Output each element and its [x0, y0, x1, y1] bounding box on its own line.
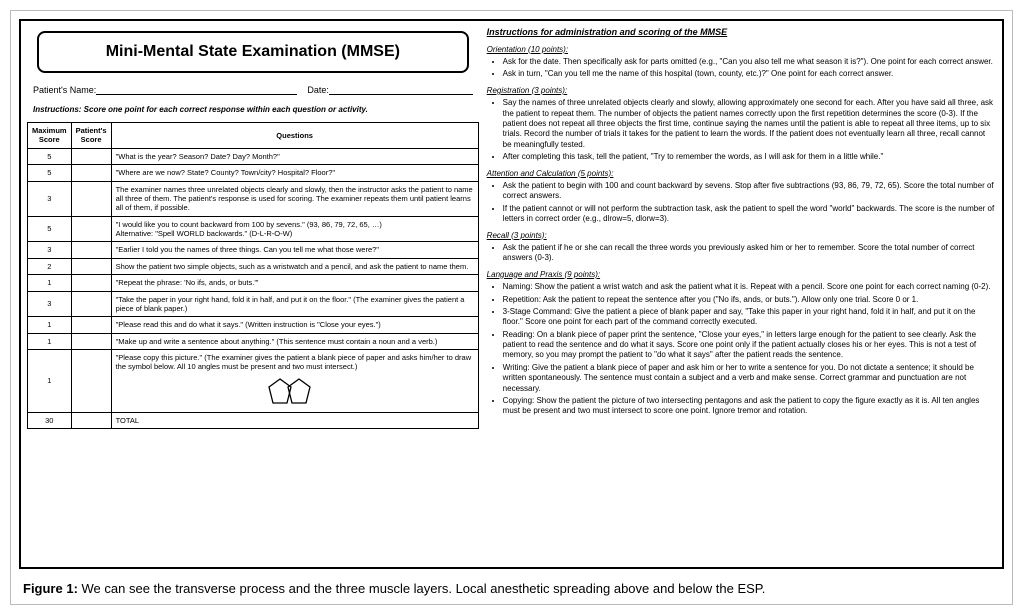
table-row: 5 "Where are we now? State? County? Town/…: [28, 165, 479, 181]
question-cell: "Take the paper in your right hand, fold…: [111, 291, 478, 317]
table-row: 3 "Take the paper in your right hand, fol…: [28, 291, 479, 317]
section-list: Say the names of three unrelated objects…: [487, 98, 996, 162]
list-item: Ask the patient if he or she can recall …: [503, 243, 996, 264]
patient-score-cell: [71, 216, 111, 242]
max-score-cell: 5: [28, 148, 72, 164]
caption-label: Figure 1:: [23, 581, 78, 596]
list-item: Repetition: Ask the patient to repeat th…: [503, 295, 996, 305]
section-list: Naming: Show the patient a wrist watch a…: [487, 282, 996, 417]
section-list: Ask for the date. Then specifically ask …: [487, 57, 996, 80]
list-item: If the patient cannot or will not perfor…: [503, 204, 996, 225]
patient-score-cell: [71, 165, 111, 181]
question-cell: The examiner names three unrelated objec…: [111, 181, 478, 216]
instructions-main-title: Instructions for administration and scor…: [487, 27, 996, 39]
document-title: Mini-Mental State Examination (MMSE): [106, 43, 400, 60]
max-score-cell: 1: [28, 317, 72, 333]
document-title-box: Mini-Mental State Examination (MMSE): [37, 31, 469, 73]
max-score-cell: 1: [28, 333, 72, 349]
mmse-table: Maximum Score Patient's Score Questions …: [27, 122, 479, 429]
section-title: Registration (3 points):: [487, 86, 996, 96]
table-row: 1 "Make up and write a sentence about any…: [28, 333, 479, 349]
date-line: [329, 85, 473, 95]
patient-score-cell: [71, 242, 111, 258]
patient-score-cell: [71, 317, 111, 333]
question-cell: "What is the year? Season? Date? Day? Mo…: [111, 148, 478, 164]
patient-name-line: [96, 85, 297, 95]
list-item: After completing this task, tell the pat…: [503, 152, 996, 162]
patient-score-cell: [71, 181, 111, 216]
section-title: Language and Praxis (9 points):: [487, 270, 996, 280]
table-row: 3 "Earlier I told you the names of three …: [28, 242, 479, 258]
table-row: 1 "Please read this and do what it says."…: [28, 317, 479, 333]
table-row: 1 "Please copy this picture." (The examin…: [28, 350, 479, 413]
max-score-cell: 3: [28, 242, 72, 258]
pentagon-icon: [265, 375, 325, 409]
figure-caption: Figure 1: We can see the transverse proc…: [19, 581, 1004, 596]
header-questions: Questions: [111, 123, 478, 149]
max-score-cell: 30: [28, 412, 72, 428]
table-row: 5 "I would like you to count backward fro…: [28, 216, 479, 242]
max-score-cell: 1: [28, 350, 72, 413]
question-cell: "Please copy this picture." (The examine…: [111, 350, 478, 413]
patient-score-cell: [71, 350, 111, 413]
question-cell: "Please read this and do what it says." …: [111, 317, 478, 333]
patient-score-cell: [71, 275, 111, 291]
question-cell: "Make up and write a sentence about anyt…: [111, 333, 478, 349]
section-list: Ask the patient to begin with 100 and co…: [487, 181, 996, 225]
section-list: Ask the patient if he or she can recall …: [487, 243, 996, 264]
caption-text: We can see the transverse process and th…: [78, 581, 765, 596]
max-score-cell: 5: [28, 165, 72, 181]
figure-frame: Mini-Mental State Examination (MMSE) Pat…: [10, 10, 1013, 605]
patient-score-cell: [71, 291, 111, 317]
section-title: Orientation (10 points):: [487, 45, 996, 55]
list-item: Ask in turn, "Can you tell me the name o…: [503, 69, 996, 79]
header-max: Maximum Score: [28, 123, 72, 149]
question-cell: Show the patient two simple objects, suc…: [111, 258, 478, 274]
question-cell: "Where are we now? State? County? Town/c…: [111, 165, 478, 181]
table-row: 1 "Repeat the phrase: 'No ifs, ands, or b…: [28, 275, 479, 291]
patient-score-cell: [71, 148, 111, 164]
document-page: Mini-Mental State Examination (MMSE) Pat…: [19, 19, 1004, 569]
list-item: Ask the patient to begin with 100 and co…: [503, 181, 996, 202]
max-score-cell: 3: [28, 291, 72, 317]
table-row: 30 TOTAL: [28, 412, 479, 428]
instructions-line: Instructions: Score one point for each c…: [33, 105, 473, 114]
section-title: Attention and Calculation (5 points):: [487, 169, 996, 179]
question-cell: "I would like you to count backward from…: [111, 216, 478, 242]
max-score-cell: 1: [28, 275, 72, 291]
list-item: Naming: Show the patient a wrist watch a…: [503, 282, 996, 292]
patient-score-cell: [71, 333, 111, 349]
question-cell: "Repeat the phrase: 'No ifs, ands, or bu…: [111, 275, 478, 291]
date-label: Date:: [307, 85, 329, 95]
table-row: 3 The examiner names three unrelated obje…: [28, 181, 479, 216]
table-row: 5 "What is the year? Season? Date? Day? M…: [28, 148, 479, 164]
patient-name-label: Patient's Name:: [33, 85, 96, 95]
list-item: Say the names of three unrelated objects…: [503, 98, 996, 150]
max-score-cell: 5: [28, 216, 72, 242]
left-column: Mini-Mental State Examination (MMSE) Pat…: [27, 27, 479, 561]
list-item: 3-Stage Command: Give the patient a piec…: [503, 307, 996, 328]
table-row: 2 Show the patient two simple objects, su…: [28, 258, 479, 274]
patient-score-cell: [71, 258, 111, 274]
section-title: Recall (3 points):: [487, 231, 996, 241]
question-cell: TOTAL: [111, 412, 478, 428]
question-cell: "Earlier I told you the names of three t…: [111, 242, 478, 258]
list-item: Writing: Give the patient a blank piece …: [503, 363, 996, 394]
list-item: Copying: Show the patient the picture of…: [503, 396, 996, 417]
max-score-cell: 2: [28, 258, 72, 274]
patient-score-cell: [71, 412, 111, 428]
max-score-cell: 3: [28, 181, 72, 216]
list-item: Ask for the date. Then specifically ask …: [503, 57, 996, 67]
list-item: Reading: On a blank piece of paper print…: [503, 330, 996, 361]
header-patient: Patient's Score: [71, 123, 111, 149]
patient-info-row: Patient's Name: Date:: [33, 85, 473, 95]
right-column: Instructions for administration and scor…: [487, 27, 996, 561]
